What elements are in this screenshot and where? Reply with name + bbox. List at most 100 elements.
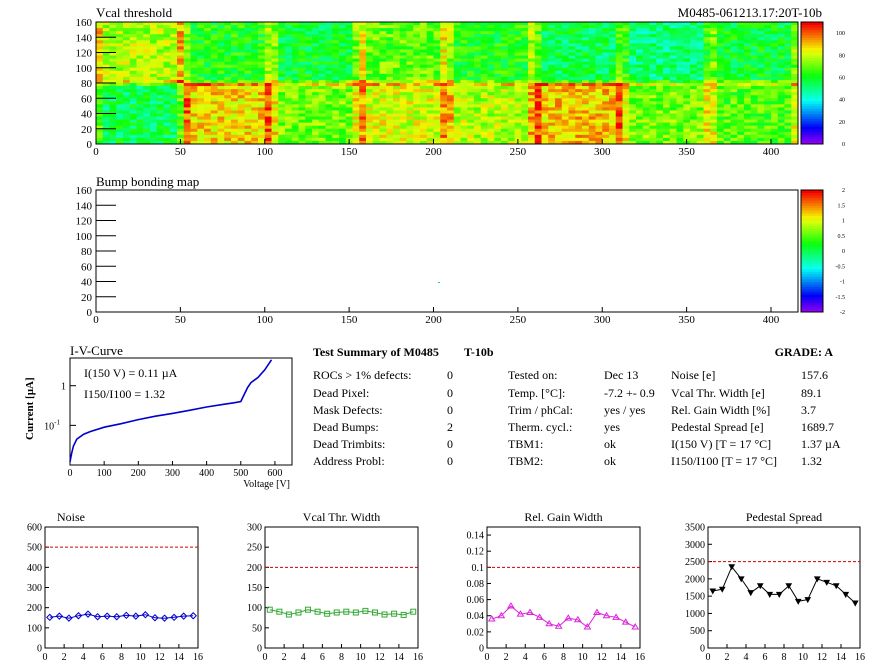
heatmap-cell <box>555 37 563 41</box>
bump-map-dead-bump-mark <box>438 282 440 283</box>
heatmap-cell <box>750 98 758 102</box>
heatmap-cell <box>696 119 704 124</box>
heatmap-cell <box>791 46 799 50</box>
heatmap-cell <box>568 113 576 117</box>
heatmap-cell <box>629 28 637 32</box>
heatmap-cell <box>582 43 590 47</box>
heatmap-cell <box>123 89 131 93</box>
heatmap-cell <box>170 95 178 99</box>
heatmap-cell <box>575 107 583 111</box>
heatmap-cell <box>777 40 785 44</box>
heatmap-cell <box>143 95 151 99</box>
heatmap-cell <box>352 79 360 84</box>
vcal-width-point <box>324 610 331 617</box>
y-tick-label: 140 <box>76 200 93 212</box>
heatmap-cell <box>723 70 731 75</box>
heatmap-cell <box>791 55 799 59</box>
heatmap-cell <box>217 64 225 69</box>
heatmap-cell <box>696 28 704 32</box>
heatmap-cell <box>717 22 725 26</box>
heatmap-cell <box>737 128 745 133</box>
heatmap-cell <box>555 28 563 32</box>
heatmap-cell <box>609 70 617 75</box>
heatmap-cell <box>258 134 266 139</box>
heatmap-cell <box>791 76 799 81</box>
heatmap-cell <box>730 49 738 53</box>
heatmap-cell <box>136 137 144 142</box>
heatmap-cell <box>399 89 407 93</box>
heatmap-cell <box>420 76 428 81</box>
heatmap-cell <box>345 67 353 72</box>
heatmap-cell <box>183 64 191 69</box>
heatmap-cell <box>636 64 644 69</box>
heatmap-cell <box>696 22 704 26</box>
heatmap-cell <box>656 101 664 105</box>
heatmap-cell <box>521 95 529 99</box>
heatmap-cell <box>453 107 461 111</box>
heatmap-cell <box>339 119 347 124</box>
heatmap-cell <box>609 104 617 108</box>
heatmap-cell <box>285 131 293 136</box>
heatmap-cell <box>595 89 603 93</box>
heatmap-cell <box>784 83 792 87</box>
heatmap-cell <box>440 95 448 99</box>
heatmap-cell <box>575 22 583 26</box>
iv-x-tick-label: 100 <box>97 468 112 479</box>
heatmap-cell <box>163 101 171 105</box>
heatmap-cell <box>717 86 725 90</box>
heatmap-cell <box>690 86 698 90</box>
heatmap-cell <box>541 98 549 102</box>
heatmap-cell <box>636 70 644 75</box>
heatmap-cell <box>231 119 239 124</box>
heatmap-cell <box>426 70 434 75</box>
heatmap-cell <box>109 140 117 145</box>
palette-band <box>801 253 823 257</box>
palette-tick-label: 1 <box>842 219 845 225</box>
heatmap-cell <box>582 83 590 87</box>
heatmap-cell <box>696 73 704 78</box>
heatmap-cell <box>555 58 563 63</box>
heatmap-cell <box>771 98 779 102</box>
heatmap-cell <box>548 110 556 114</box>
heatmap-cell <box>96 64 104 69</box>
heatmap-cell <box>143 31 151 35</box>
heatmap-cell <box>602 128 610 133</box>
heatmap-cell <box>163 28 171 32</box>
heatmap-cell <box>318 125 326 130</box>
heatmap-cell <box>791 31 799 35</box>
heatmap-cell <box>595 28 603 32</box>
heatmap-cell <box>717 55 725 59</box>
heatmap-cell <box>602 113 610 117</box>
heatmap-cell <box>561 131 569 136</box>
heatmap-cell <box>177 104 185 108</box>
heatmap-cell <box>642 79 650 84</box>
heatmap-cell <box>467 37 475 41</box>
x-tick-label: 50 <box>175 314 187 326</box>
heatmap-cell <box>528 125 536 130</box>
palette-band <box>801 100 823 104</box>
heatmap-cell <box>406 128 414 133</box>
summary-left-value: 0 <box>447 368 453 382</box>
heatmap-cell <box>656 43 664 47</box>
heatmap-cell <box>690 110 698 114</box>
heatmap-cell <box>96 137 104 142</box>
heatmap-cell <box>305 25 313 29</box>
heatmap-cell <box>393 34 401 38</box>
heatmap-cell <box>710 28 718 32</box>
heatmap-cell <box>521 70 529 75</box>
heatmap-cell <box>521 43 529 47</box>
heatmap-cell <box>615 113 623 117</box>
heatmap-cell <box>467 116 475 120</box>
heatmap-cell <box>399 34 407 38</box>
heatmap-cell <box>143 76 151 81</box>
heatmap-cell <box>109 58 117 63</box>
heatmap-cell <box>602 67 610 72</box>
heatmap-cell <box>177 98 185 102</box>
heatmap-cell <box>541 55 549 59</box>
heatmap-cell <box>420 98 428 102</box>
palette-band <box>801 256 823 260</box>
gain-width-point <box>564 614 573 621</box>
heatmap-cell <box>399 61 407 66</box>
heatmap-cell <box>217 49 225 53</box>
heatmap-cell <box>453 58 461 63</box>
